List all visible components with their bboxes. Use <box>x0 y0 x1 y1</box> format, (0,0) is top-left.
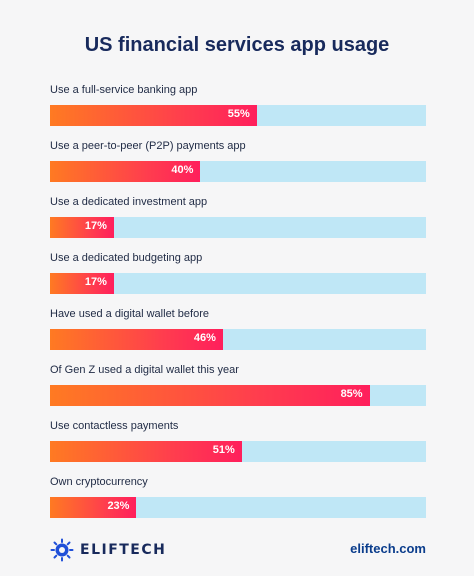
category-label: Have used a digital wallet before <box>50 308 209 320</box>
brand: ELIFTECH <box>50 538 166 562</box>
bar-row: Use a full-service banking app 55% <box>50 84 426 140</box>
bar-row: Have used a digital wallet before 46% <box>50 308 426 364</box>
category-label: Use a peer-to-peer (P2P) payments app <box>50 140 246 152</box>
bar: 40% <box>50 161 201 182</box>
website-link[interactable]: eliftech.com <box>350 541 426 556</box>
value-label: 23% <box>107 500 130 512</box>
bar-track: 46% <box>50 329 426 350</box>
value-label: 46% <box>193 332 216 344</box>
bar: 17% <box>50 217 114 238</box>
bar: 55% <box>50 105 257 126</box>
category-label: Use a dedicated investment app <box>50 196 208 208</box>
eliftech-logo-icon <box>50 538 74 562</box>
value-label: 40% <box>171 164 194 176</box>
bar: 51% <box>50 441 242 462</box>
bar: 85% <box>50 385 370 406</box>
bar-row: Use a dedicated investment app 17% <box>50 196 426 252</box>
category-label: Own cryptocurrency <box>50 476 148 488</box>
bar-track: 23% <box>50 497 426 518</box>
brand-name: ELIFTECH <box>80 542 167 558</box>
value-label: 17% <box>84 276 107 288</box>
bar-track: 55% <box>50 105 426 126</box>
bar: 23% <box>50 497 137 518</box>
bar-row: Use a peer-to-peer (P2P) payments app 40% <box>50 140 426 196</box>
bar-row: Of Gen Z used a digital wallet this year… <box>50 364 426 420</box>
bar-rows: Use a full-service banking app 55% Use a p… <box>50 84 426 532</box>
bar-row: Use a dedicated budgeting app 17% <box>50 252 426 308</box>
bar-track: 17% <box>50 273 426 294</box>
bar-track: 51% <box>50 441 426 462</box>
category-label: Use a full-service banking app <box>50 84 198 96</box>
value-label: 17% <box>84 220 107 232</box>
footer: ELIFTECH eliftech.com <box>50 538 426 562</box>
bar-row: Own cryptocurrency 23% <box>50 476 426 532</box>
category-label: Use a dedicated budgeting app <box>50 252 203 264</box>
value-label: 55% <box>227 108 250 120</box>
chart-title: US financial services app usage <box>84 34 390 56</box>
bar: 46% <box>50 329 223 350</box>
bar-track: 85% <box>50 385 426 406</box>
bar-track: 40% <box>50 161 426 182</box>
bar-track: 17% <box>50 217 426 238</box>
bar: 17% <box>50 273 114 294</box>
category-label: Of Gen Z used a digital wallet this year <box>50 364 239 376</box>
value-label: 85% <box>340 388 363 400</box>
bar-row: Use contactless payments 51% <box>50 420 426 476</box>
category-label: Use contactless payments <box>50 420 179 432</box>
value-label: 51% <box>212 444 235 456</box>
